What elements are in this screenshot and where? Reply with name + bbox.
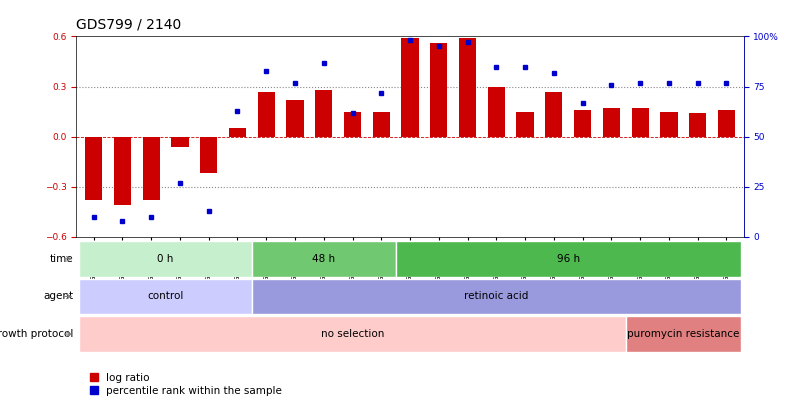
Bar [430, 43, 447, 137]
Bar [625, 316, 740, 352]
Text: growth protocol: growth protocol [0, 329, 73, 339]
Bar [79, 279, 251, 314]
Bar [79, 316, 625, 352]
Bar [229, 128, 246, 137]
Bar [114, 137, 131, 205]
Bar [171, 137, 189, 147]
Text: puromycin resistance: puromycin resistance [626, 329, 739, 339]
Bar [459, 38, 475, 137]
Text: 48 h: 48 h [312, 254, 335, 264]
Bar [200, 137, 217, 173]
Bar [344, 112, 361, 137]
Text: retinoic acid: retinoic acid [463, 292, 528, 301]
Bar [516, 112, 533, 137]
Bar [372, 112, 389, 137]
Bar [85, 137, 102, 200]
Bar [688, 113, 705, 137]
Bar [602, 108, 619, 137]
Bar [573, 110, 590, 137]
Text: time: time [49, 254, 73, 264]
Bar [79, 241, 251, 277]
Bar [544, 92, 562, 137]
Bar [142, 137, 160, 200]
Text: agent: agent [43, 292, 73, 301]
Text: 0 h: 0 h [157, 254, 173, 264]
Bar [717, 110, 734, 137]
Text: control: control [147, 292, 184, 301]
Bar [487, 87, 504, 137]
Bar [630, 108, 648, 137]
Bar [286, 100, 304, 137]
Bar [395, 241, 740, 277]
Text: 96 h: 96 h [556, 254, 579, 264]
Bar [659, 112, 677, 137]
Bar [257, 92, 275, 137]
Bar [401, 38, 418, 137]
Legend: log ratio, percentile rank within the sample: log ratio, percentile rank within the sa… [89, 373, 282, 396]
Text: no selection: no selection [320, 329, 384, 339]
Bar [251, 279, 740, 314]
Text: GDS799 / 2140: GDS799 / 2140 [76, 17, 181, 31]
Bar [315, 90, 332, 137]
Bar [251, 241, 395, 277]
